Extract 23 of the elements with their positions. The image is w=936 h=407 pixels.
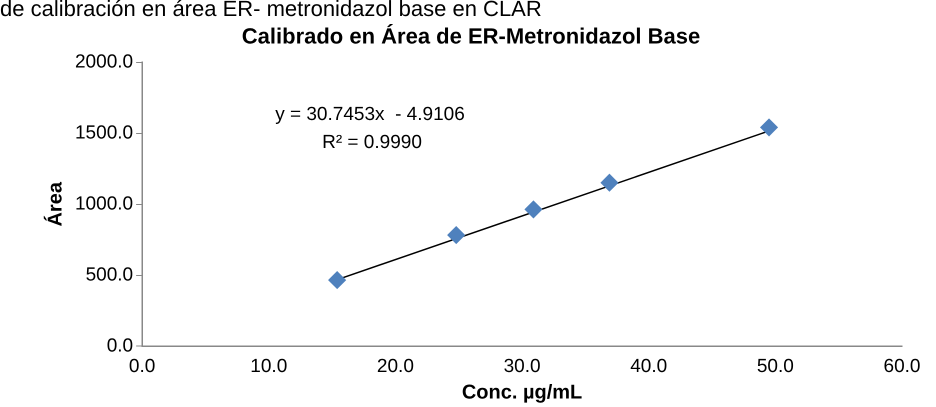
y-tick-label: 1500.0 bbox=[74, 122, 134, 144]
x-axis-title: Conc. µg/mL bbox=[462, 382, 582, 404]
y-tick-label: 1000.0 bbox=[74, 194, 134, 215]
y-tick-label: 0.0 bbox=[106, 335, 134, 356]
point bbox=[600, 174, 618, 192]
chart-title: Calibrado en Área de ER-Metronidazol Base bbox=[242, 23, 700, 48]
point bbox=[328, 271, 346, 289]
x-tick-label: 50.0 bbox=[756, 356, 794, 377]
annotation: y = 30.7453x - 4.9106 bbox=[275, 104, 465, 126]
y-tick-label: 2000.0 bbox=[74, 52, 134, 73]
point bbox=[524, 200, 542, 218]
point bbox=[760, 118, 778, 136]
x-tick-label: 40.0 bbox=[630, 356, 668, 377]
x-tick-label: 20.0 bbox=[376, 356, 414, 377]
x-tick-label: 10.0 bbox=[250, 356, 288, 377]
text: de calibración en área ER- metronidazol base en CLAR bbox=[0, 0, 542, 22]
point bbox=[447, 226, 465, 244]
x-tick-label: 0.0 bbox=[128, 356, 156, 377]
x-tick-label: 30.0 bbox=[504, 356, 541, 377]
y-axis-title: Área bbox=[44, 181, 67, 227]
y-tick-label: 500.0 bbox=[86, 264, 134, 286]
x-tick-label: 60.0 bbox=[884, 356, 920, 377]
annotation: R² = 0.9990 bbox=[322, 132, 422, 154]
